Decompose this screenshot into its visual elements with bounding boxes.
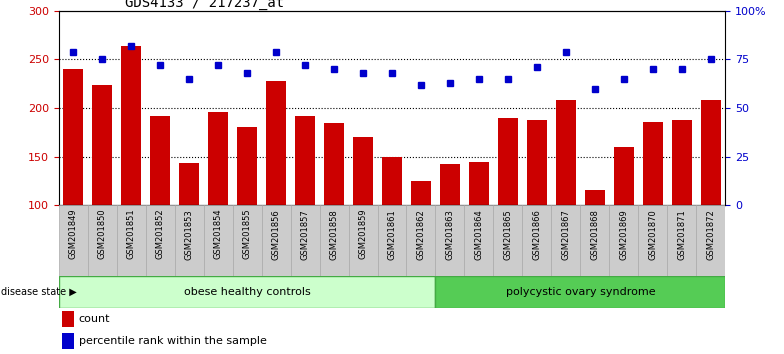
Text: GSM201852: GSM201852 <box>156 209 165 259</box>
Bar <box>551 205 580 276</box>
Bar <box>237 127 257 303</box>
Bar <box>88 205 117 276</box>
Bar <box>378 205 406 276</box>
Text: GSM201863: GSM201863 <box>445 209 455 260</box>
Text: GSM201862: GSM201862 <box>416 209 426 259</box>
Bar <box>435 205 464 276</box>
Bar <box>411 181 431 303</box>
Text: count: count <box>78 314 111 325</box>
Text: GDS4133 / 217237_at: GDS4133 / 217237_at <box>125 0 285 10</box>
Text: GSM201855: GSM201855 <box>242 209 252 259</box>
Bar <box>62 333 74 349</box>
Text: polycystic ovary syndrome: polycystic ovary syndrome <box>506 287 655 297</box>
Bar <box>146 205 175 276</box>
Bar <box>556 100 576 303</box>
Bar <box>349 205 378 276</box>
Bar <box>522 205 551 276</box>
Bar <box>498 118 518 303</box>
Text: GSM201851: GSM201851 <box>127 209 136 259</box>
Text: GSM201849: GSM201849 <box>69 209 78 259</box>
Bar <box>59 205 88 276</box>
Bar <box>59 276 435 308</box>
Text: GSM201859: GSM201859 <box>358 209 368 259</box>
Bar <box>266 81 286 303</box>
Bar <box>291 205 320 276</box>
Bar <box>121 46 141 303</box>
Bar <box>672 120 691 303</box>
Text: GSM201866: GSM201866 <box>532 209 542 260</box>
Text: GSM201870: GSM201870 <box>648 209 657 259</box>
Text: GSM201867: GSM201867 <box>561 209 570 260</box>
Bar <box>585 190 605 303</box>
Bar <box>62 311 74 327</box>
Text: GSM201856: GSM201856 <box>271 209 281 259</box>
Text: GSM201872: GSM201872 <box>706 209 715 259</box>
Text: obese healthy controls: obese healthy controls <box>183 287 310 297</box>
Bar <box>262 205 291 276</box>
Text: GSM201850: GSM201850 <box>98 209 107 259</box>
Bar <box>638 205 667 276</box>
Text: GSM201871: GSM201871 <box>677 209 686 259</box>
Bar <box>667 205 696 276</box>
Bar <box>175 205 204 276</box>
Text: GSM201854: GSM201854 <box>214 209 223 259</box>
Bar <box>464 205 493 276</box>
Bar <box>696 205 725 276</box>
Text: GSM201869: GSM201869 <box>619 209 628 259</box>
Bar <box>643 122 663 303</box>
Bar <box>701 100 720 303</box>
Bar <box>614 147 634 303</box>
Bar <box>93 85 112 303</box>
Bar <box>179 164 199 303</box>
Text: GSM201861: GSM201861 <box>387 209 397 259</box>
Bar <box>493 205 522 276</box>
Bar <box>353 137 373 303</box>
Text: GSM201868: GSM201868 <box>590 209 599 260</box>
Bar <box>324 122 344 303</box>
Text: GSM201853: GSM201853 <box>185 209 194 259</box>
Text: GSM201864: GSM201864 <box>474 209 484 259</box>
Bar <box>208 112 228 303</box>
Bar <box>406 205 435 276</box>
Text: disease state ▶: disease state ▶ <box>1 287 77 297</box>
Bar <box>469 161 489 303</box>
Bar <box>435 276 725 308</box>
Bar <box>204 205 233 276</box>
Bar <box>233 205 262 276</box>
Bar <box>580 205 609 276</box>
Text: percentile rank within the sample: percentile rank within the sample <box>78 336 267 346</box>
Bar <box>117 205 146 276</box>
Bar <box>295 116 315 303</box>
Bar <box>382 156 402 303</box>
Bar <box>609 205 638 276</box>
Text: GSM201857: GSM201857 <box>300 209 310 259</box>
Bar <box>440 164 460 303</box>
Text: GSM201865: GSM201865 <box>503 209 513 259</box>
Bar <box>320 205 349 276</box>
Text: GSM201858: GSM201858 <box>329 209 339 259</box>
Bar <box>527 120 547 303</box>
Bar <box>150 116 170 303</box>
Bar <box>64 69 83 303</box>
